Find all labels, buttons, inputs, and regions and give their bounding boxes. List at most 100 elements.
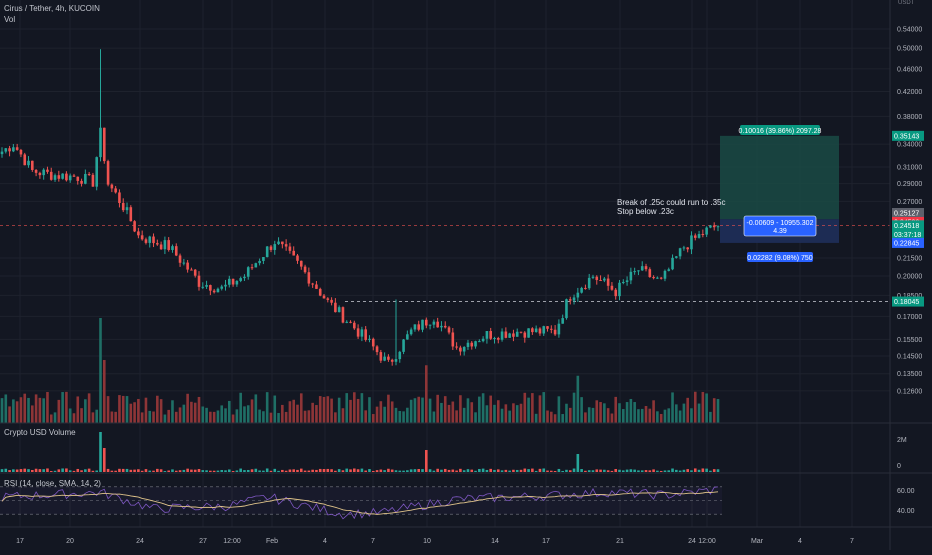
- candle-body-39: [148, 236, 152, 243]
- candle-body-114: [432, 321, 436, 325]
- candle-body-155: [587, 277, 591, 289]
- crypto-volume-bar-112: [424, 450, 428, 472]
- volume-bar-79: [299, 393, 303, 423]
- candle-body-28: [106, 161, 110, 185]
- volume-bar-58: [220, 405, 224, 423]
- center-label-line1: -0.00609 - 10955.302: [747, 220, 814, 227]
- candle-body-36: [137, 231, 140, 236]
- annotation[interactable]: Break of .25c could run to .35c Stop bel…: [617, 198, 726, 216]
- rsi-pane-legend[interactable]: RSI (14, close, SMA, 14, 2): [4, 479, 101, 488]
- crypto-volume-bar-56: [212, 470, 216, 472]
- volume-bar-156: [591, 407, 595, 423]
- candle-body-162: [614, 289, 618, 297]
- vol-legend[interactable]: Vol: [4, 15, 15, 24]
- crypto-volume-bar-83: [315, 469, 318, 472]
- profit-zone: [720, 135, 839, 220]
- symbol-legend[interactable]: Cirus / Tether, 4h, KUCOIN: [4, 4, 100, 13]
- crypto-volume-bar-139: [527, 469, 530, 472]
- volume-bar-174: [659, 413, 663, 423]
- crypto-volume-bar-31: [118, 468, 121, 472]
- crypto-volume-bar-142: [538, 468, 542, 472]
- candle-body-175: [663, 270, 667, 279]
- volume-bar-123: [466, 398, 470, 423]
- volume-bar-95: [360, 393, 364, 423]
- rsi-axis-tick-1: 40.00: [897, 508, 915, 515]
- crypto-volume-bar-46: [174, 470, 178, 472]
- volume-bar-142: [538, 395, 542, 423]
- price-axis[interactable]: 0.54000 0.50000 0.46000 0.42000 0.38000 0.340…: [897, 27, 922, 396]
- candle-body-54: [205, 285, 208, 287]
- crypto-volume-bar-174: [659, 470, 663, 472]
- candle-body-89: [337, 307, 341, 313]
- volume-bar-135: [512, 403, 515, 423]
- volume-bar-118: [447, 404, 451, 423]
- time-axis[interactable]: 17 20 24 27 12:00 Feb 4 7 10 14 17 21 24 12:00 Mar 4 7: [16, 538, 854, 545]
- candle-body-7: [27, 160, 30, 166]
- target-label-box: [740, 125, 820, 135]
- volume-bar-57: [216, 410, 220, 423]
- annotation-line2: Stop below .23c: [617, 207, 674, 216]
- volume-bar-16: [61, 392, 64, 423]
- volume-bar-60: [228, 400, 231, 423]
- volume-bar-30: [114, 411, 117, 423]
- price-tick-1: 0.50000: [897, 46, 922, 53]
- volume-bar-86: [326, 396, 330, 423]
- candle-body-118: [447, 327, 451, 333]
- crypto-volume-bar-48: [182, 469, 186, 472]
- volume-bar-32: [121, 395, 125, 423]
- crypto-volume-bar-186: [705, 468, 708, 472]
- crypto-volume-bar-103: [390, 469, 394, 472]
- crypto-volume-bar-105: [398, 470, 402, 472]
- volume-bar-10: [38, 397, 42, 423]
- crypto-volume-bar-159: [603, 469, 606, 472]
- volume-bar-157: [595, 400, 599, 423]
- volume-pane-legend[interactable]: Crypto USD Volume: [4, 428, 76, 437]
- candle-body-45: [171, 246, 174, 250]
- crypto-volume-bar-177: [671, 468, 674, 472]
- candle-body-51: [193, 269, 197, 276]
- crypto-volume-bar-124: [470, 469, 474, 472]
- volume-bar-77: [292, 399, 296, 423]
- volume-bar-22: [84, 399, 87, 423]
- volume-bar-124: [470, 402, 474, 423]
- volume-bar-120: [455, 410, 458, 423]
- volume-bar-49: [186, 393, 189, 423]
- crypto-volume-bar-131: [496, 469, 500, 472]
- candle-body-142: [538, 328, 542, 334]
- volume-bar-139: [527, 397, 530, 423]
- crypto-volume-bar-187: [709, 470, 712, 472]
- candle-body-157: [595, 276, 599, 281]
- volume-bar-89: [337, 397, 341, 423]
- crypto-volume-bar-182: [690, 470, 693, 472]
- volume-bar-145: [550, 411, 553, 423]
- candle-body-105: [398, 351, 402, 360]
- volume-bars-main: [0, 318, 720, 423]
- candle-body-135: [512, 333, 515, 337]
- volume-bar-8: [31, 405, 34, 423]
- price-tick-6: 0.31000: [897, 165, 922, 172]
- volume-bar-97: [368, 397, 371, 423]
- time-label-10: 17: [542, 538, 550, 545]
- volume-bar-64: [243, 406, 246, 423]
- price-tag-6: 0.18045: [894, 299, 919, 306]
- candle-body-56: [212, 290, 216, 293]
- crypto-volume-bar-138: [523, 468, 527, 472]
- volume-bar-73: [277, 413, 280, 423]
- crypto-volume-bar-77: [292, 469, 296, 472]
- time-label-0: 17: [16, 538, 24, 545]
- candle-body-50: [190, 269, 193, 271]
- volume-bar-158: [599, 402, 602, 423]
- level-lines: [0, 224, 890, 302]
- crypto-volume-bar-118: [447, 469, 451, 472]
- candle-body-117: [443, 325, 447, 328]
- crypto-volume-bar-10: [38, 469, 42, 472]
- volume-bar-160: [606, 408, 610, 423]
- volume-bar-31: [118, 395, 121, 423]
- crypto-volume-bar-109: [413, 469, 417, 472]
- candle-body-41: [156, 243, 159, 245]
- candle-body-61: [231, 278, 235, 285]
- center-label-box: [743, 215, 817, 237]
- volume-bar-80: [303, 410, 307, 423]
